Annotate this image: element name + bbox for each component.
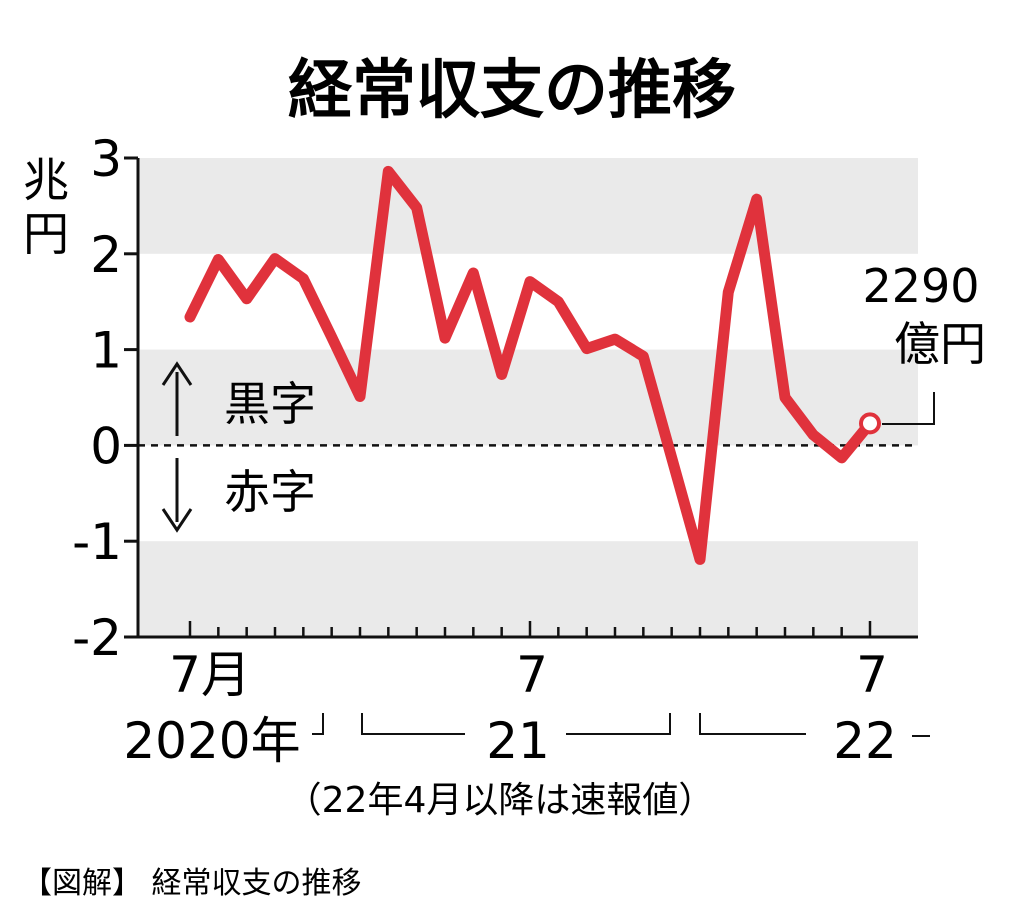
year-label-2021: 21	[486, 712, 550, 770]
callout-leader	[882, 392, 935, 425]
year-bracket-2021-left	[361, 713, 465, 735]
y-tick-label-3: 1	[90, 322, 122, 380]
last-value-unit: 億円	[894, 317, 986, 371]
series-line	[184, 165, 876, 565]
chart-title: 経常収支の推移	[288, 54, 736, 128]
y-tick-label-1: 3	[90, 130, 122, 188]
year-label-2022: 22	[833, 712, 897, 770]
y-tick-label-6: -2	[72, 609, 122, 667]
year-label-2020: 2020年	[123, 712, 300, 770]
data-point-2022-07	[859, 412, 881, 435]
y-unit-label-char-2: 円	[23, 207, 69, 261]
year-bracket-2021-right	[566, 713, 671, 735]
data-points	[859, 412, 881, 435]
deficit-label: 赤字	[224, 465, 316, 519]
preliminary-note: （22年4月以降は速報値）	[286, 780, 715, 821]
grid-band-1	[138, 158, 918, 254]
axis-ticks	[124, 156, 872, 639]
y-tick-label-4: 0	[90, 417, 122, 475]
surplus-label: 黒字	[224, 377, 316, 431]
deficit-arrow	[161, 458, 193, 533]
x-tick-label-3: 7	[856, 646, 888, 704]
y-tick-label-2: 2	[90, 226, 122, 284]
x-tick-label-2: 7	[516, 646, 548, 704]
surplus-arrow	[161, 361, 193, 436]
x-tick-label-1: 7月	[169, 646, 251, 704]
y-tick-labels: 3 2 1 0 -1 -2	[72, 130, 122, 667]
year-bracket-2022	[699, 713, 806, 735]
figure-caption: 【図解】 経常収支の推移	[22, 866, 362, 901]
y-tick-label-5: -1	[72, 513, 122, 571]
year-bracket-2020	[312, 713, 324, 735]
y-unit-label-char-1: 兆	[23, 153, 69, 207]
grid-band-3	[138, 541, 918, 637]
last-value-label: 2290	[862, 259, 979, 313]
series-line-path	[184, 165, 876, 565]
